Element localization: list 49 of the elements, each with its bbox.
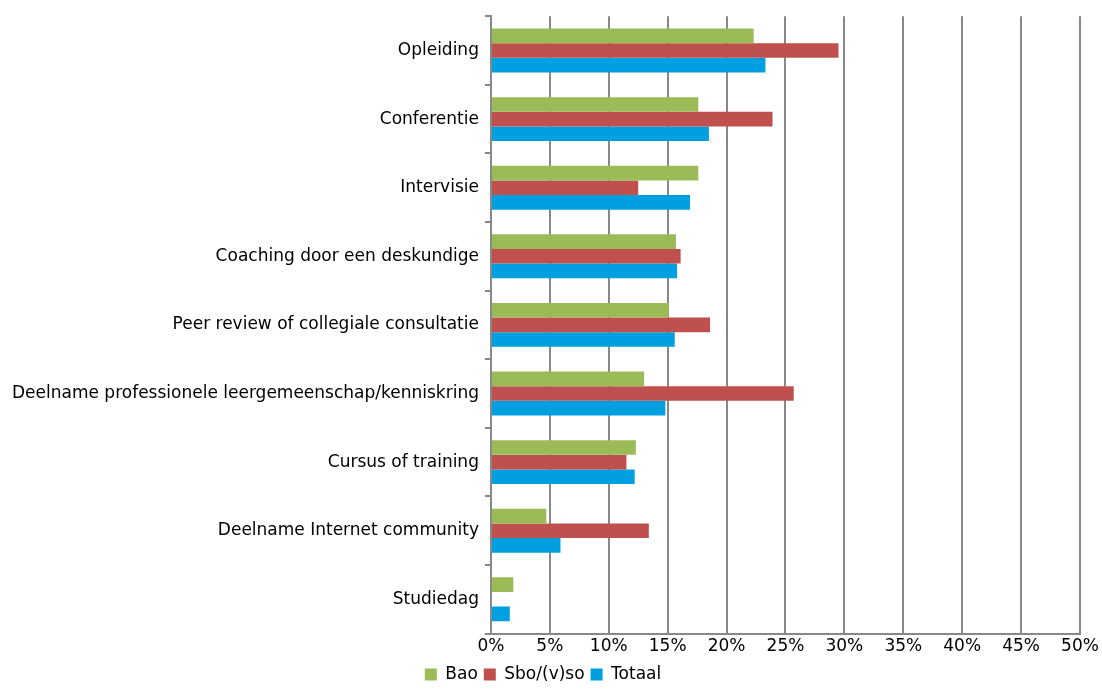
bar	[491, 538, 561, 553]
bar	[491, 469, 635, 485]
bar	[491, 317, 711, 333]
bar	[491, 28, 754, 44]
y-tick-label: Deelname professionele leergemeenschap/kenniskring	[12, 381, 479, 402]
bar	[491, 97, 699, 112]
bar	[491, 606, 510, 622]
y-tick-label: Studiedag	[392, 587, 479, 608]
bar	[491, 386, 794, 401]
legend-label: Bao	[445, 662, 478, 683]
bar	[491, 57, 766, 73]
bar	[491, 248, 681, 264]
y-tick-label: Deelname Internet community	[217, 519, 479, 540]
bar	[491, 126, 709, 142]
bar	[491, 180, 639, 196]
bar	[491, 302, 669, 318]
x-tick-label: 20%	[707, 635, 746, 656]
x-tick-label: 25%	[766, 635, 805, 656]
bar	[491, 234, 676, 249]
x-tick-label: 40%	[943, 635, 982, 656]
x-tick-label: 5%	[536, 635, 564, 656]
bar	[491, 454, 627, 470]
bar	[491, 43, 839, 58]
bar	[491, 111, 773, 127]
legend-label: Totaal	[610, 662, 662, 683]
bar	[491, 400, 666, 416]
x-tick-label: 30%	[825, 635, 864, 656]
x-tick-label: 10%	[589, 635, 628, 656]
bar	[491, 263, 678, 279]
y-tick-label: Conferentie	[379, 107, 479, 128]
y-tick-label: Cursus of training	[327, 450, 479, 471]
y-tick-label: Coaching door een deskundige	[215, 244, 479, 265]
legend-label: Sbo/(v)so	[504, 662, 585, 683]
x-tick-label: 0%	[477, 635, 505, 656]
bar	[491, 523, 649, 539]
x-tick-label: 50%	[1061, 635, 1099, 656]
bar	[491, 577, 514, 592]
x-tick-label: 35%	[884, 635, 923, 656]
bar	[491, 371, 645, 387]
bar	[491, 508, 547, 524]
x-tick-label: 45%	[1002, 635, 1040, 656]
bar	[491, 195, 691, 210]
x-tick-label: 15%	[648, 635, 687, 656]
bar	[491, 332, 675, 347]
bar	[491, 440, 636, 455]
y-tick-label: Opleiding	[397, 38, 479, 59]
y-tick-label: Intervisie	[400, 176, 479, 197]
y-tick-label: Peer review of collegiale consultatie	[172, 313, 479, 334]
bar	[491, 165, 699, 181]
